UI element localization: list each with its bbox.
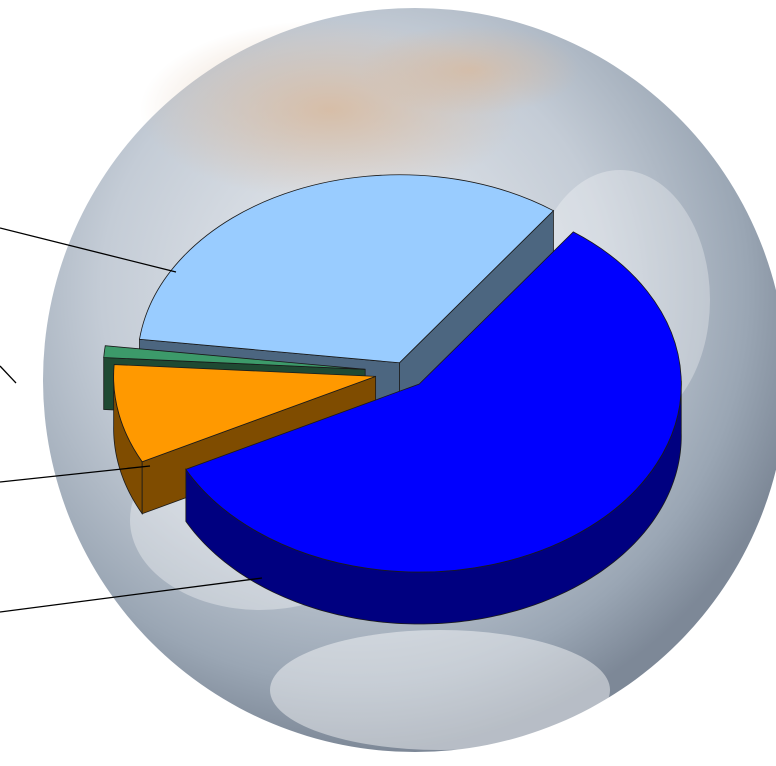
leader-line-blue — [0, 577, 263, 613]
leader-line-green — [0, 365, 17, 384]
pie-slices — [103, 174, 682, 625]
leader-line-orange — [0, 465, 151, 483]
leader-lines — [0, 227, 263, 613]
leader-line-light-blue — [0, 227, 177, 273]
pie-slice-0 — [185, 231, 682, 625]
